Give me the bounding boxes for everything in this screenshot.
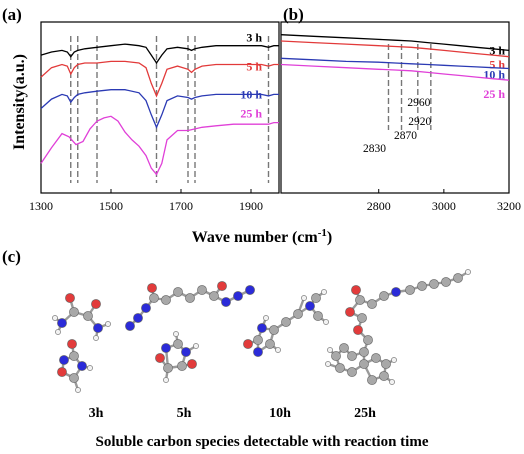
x-tick-label: 1900 <box>239 199 263 213</box>
peak-annotation: 2920 <box>408 116 431 128</box>
x-axis-label-text: Wave number (cm <box>192 229 319 246</box>
x-axis-label: Wave number (cm-1) <box>192 227 332 246</box>
peak-annotation: 2870 <box>394 130 417 142</box>
series-label-3h: 3 h <box>246 31 262 45</box>
time-label-25h: 25h <box>354 406 376 421</box>
molecule-25h <box>325 269 471 385</box>
x-tick-label: 1300 <box>29 199 53 213</box>
x-tick-label: 3000 <box>432 199 456 213</box>
panel-a-label: (a) <box>2 5 22 24</box>
molecule-5h-a <box>125 281 255 331</box>
molecule-3h-b <box>57 339 93 393</box>
x-tick-label: 1500 <box>99 199 123 213</box>
x-axis-label-end: ) <box>327 229 332 246</box>
series-label-3h: 3 h <box>489 43 505 57</box>
y-axis-label: Intensity(a.u.) <box>11 54 28 150</box>
x-tick-label: 3200 <box>497 199 521 213</box>
series-line-5h <box>40 60 279 98</box>
series-line-25h <box>40 115 279 176</box>
panel-a-frame <box>40 21 280 194</box>
series-label-25h: 25 h <box>483 87 505 101</box>
series-label-25h: 25 h <box>240 107 262 121</box>
time-label-3h: 3h <box>89 406 104 421</box>
time-label-10h: 10h <box>269 406 291 421</box>
panel-b-label: (b) <box>283 5 304 24</box>
x-tick-label: 1700 <box>169 199 193 213</box>
panel-b-frame <box>280 21 510 194</box>
peak-annotation: 2960 <box>407 97 430 109</box>
series-line-10h <box>280 57 510 70</box>
molecule-5h-b <box>155 331 199 383</box>
x-tick-label: 2800 <box>367 199 391 213</box>
x-axis-label-sup: -1 <box>318 227 327 239</box>
molecule-10h <box>243 289 329 357</box>
peak-annotation: 2830 <box>363 143 386 155</box>
molecules-panel <box>52 269 471 393</box>
panel-c-label: (c) <box>2 247 21 266</box>
molecule-3h-a <box>52 293 111 341</box>
series-line-5h <box>280 40 510 58</box>
series-line-25h <box>280 63 510 81</box>
series-line-10h <box>40 89 279 129</box>
series-label-5h: 5 h <box>246 60 262 74</box>
time-label-5h: 5h <box>177 406 192 421</box>
series-line-3h <box>280 34 510 52</box>
caption: Soluble carbon species detectable with r… <box>95 434 428 450</box>
series-label-10h: 10 h <box>240 87 262 101</box>
series-line-3h <box>40 43 279 65</box>
